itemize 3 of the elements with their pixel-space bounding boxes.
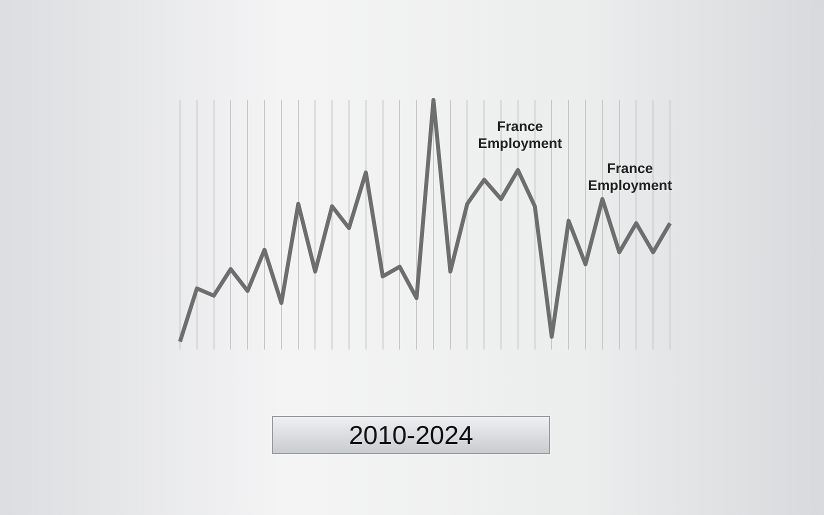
text: 2010-2024 [272, 416, 550, 454]
annotation: France Employment [586, 160, 673, 194]
annotation: France Employment [476, 118, 563, 152]
